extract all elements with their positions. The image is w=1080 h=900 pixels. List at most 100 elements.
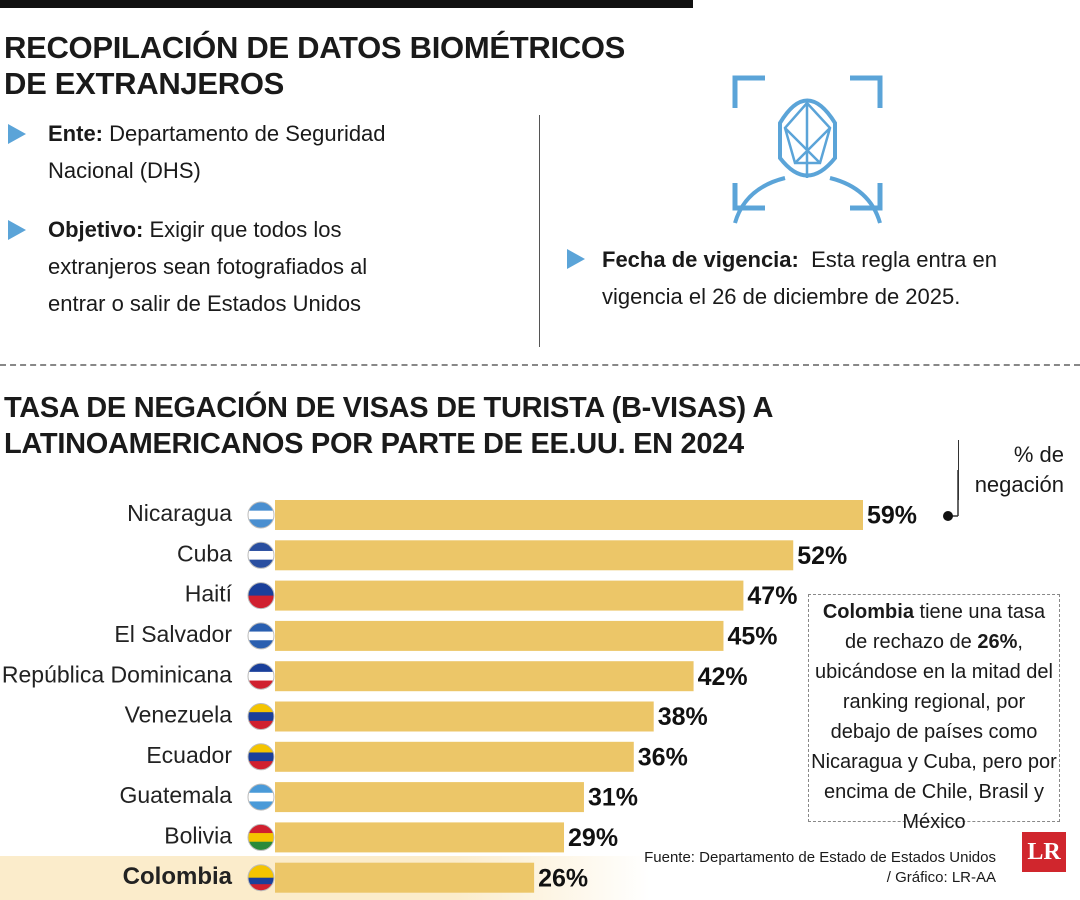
annotation-part: Colombia (822, 601, 914, 623)
flag-stripe (248, 864, 274, 872)
title-line: TASA DE NEGACIÓN DE VISAS DE TURISTA (B-… (4, 392, 774, 424)
value-label: 45% (727, 623, 777, 651)
bar (275, 580, 744, 611)
title-line: RECOPILACIÓN DE DATOS BIOMÉTRICOS (4, 30, 626, 65)
category-label: Ecuador (146, 742, 232, 768)
flag-stripe (248, 663, 274, 673)
flag-stripe (248, 824, 274, 834)
bar (275, 782, 584, 813)
value-label: 29% (568, 824, 618, 852)
title-line: LATINOAMERICANOS POR PARTE DE EE.UU. EN … (4, 428, 744, 460)
bullet-arrow (8, 124, 26, 144)
flag-stripe (248, 671, 274, 682)
flag-ring (247, 823, 275, 851)
bar (275, 862, 535, 893)
flag-ring (247, 864, 275, 892)
annotation: Colombia tiene una tasa de rechazo de 26… (808, 594, 1060, 833)
category-label: Colombia (123, 863, 233, 890)
bullet: Ente: Departamento de Seguridad Nacional… (48, 115, 418, 189)
bullet: Objetivo: Exigir que todos los extranjer… (48, 211, 393, 322)
flag-ring (247, 783, 275, 811)
annotation-part: tiene una tasa de rechazo de (845, 601, 1046, 653)
bullet-arrow (567, 249, 585, 269)
flag-ring (247, 662, 275, 690)
bullet-arrow (8, 220, 26, 240)
source-line: / Gráfico: LR-AA (886, 869, 996, 886)
bar (275, 540, 794, 571)
face-icon (732, 75, 883, 224)
flag-stripe (248, 792, 274, 802)
category-label: Guatemala (119, 782, 232, 808)
flag-stripe (248, 871, 274, 879)
flag-stripe (248, 542, 274, 552)
value-label: 47% (747, 582, 797, 610)
bar (275, 661, 694, 692)
bullet: Fecha de vigencia: Esta regla entra en v… (602, 241, 1032, 315)
bullet-label: Fecha de vigencia: (602, 247, 799, 272)
category-label: Bolivia (164, 822, 232, 848)
flag-stripe (248, 833, 274, 843)
flag-ring (247, 582, 275, 610)
divider (539, 115, 540, 347)
value-label: 52% (797, 542, 847, 570)
flag-stripe (248, 884, 274, 891)
category-label: Nicaragua (127, 500, 232, 526)
value-label: 59% (867, 502, 917, 530)
flag-stripe (248, 519, 274, 528)
bar (275, 741, 634, 772)
bar (275, 701, 654, 732)
bar (275, 500, 863, 530)
bullet-text: Esta regla entra en vigencia el 26 de di… (602, 247, 997, 309)
value-label: 38% (658, 703, 708, 731)
value-label: 26% (538, 864, 588, 892)
source: Fuente: Departamento de Estado de Estado… (600, 848, 996, 888)
flag-stripe (248, 510, 274, 520)
category-label: Venezuela (125, 702, 233, 728)
category-label: El Salvador (114, 621, 232, 647)
flag-stripe (248, 752, 274, 762)
category-label: Haití (185, 581, 233, 607)
unit-label: % de negación (958, 440, 1064, 500)
flag-stripe (248, 640, 274, 649)
header-title: RECOPILACIÓN DE DATOS BIOMÉTRICOS DE EXT… (4, 30, 625, 102)
flag-stripe (248, 703, 274, 713)
bar (275, 620, 724, 651)
title-line: DE EXTRANJEROS (4, 66, 285, 101)
bar (275, 822, 565, 853)
flag-stripe (248, 761, 274, 770)
flag-stripe (248, 877, 274, 885)
flag-stripe (248, 680, 274, 690)
annotation-part: , ubicándose en la mitad del ranking reg… (811, 631, 1057, 833)
category-label: Cuba (177, 540, 232, 566)
flag-ring (247, 501, 275, 529)
flag-stripe (248, 559, 274, 569)
flag-stripe (248, 720, 274, 730)
flag-stripe (248, 801, 274, 811)
flag-stripe (248, 582, 274, 597)
flag-stripe (248, 712, 274, 722)
flag-ring (247, 541, 275, 569)
value-label: 42% (698, 663, 748, 691)
flag-stripe (248, 784, 274, 794)
unit-dot (943, 511, 953, 521)
flag-ring (247, 703, 275, 730)
bullet-text: Departamento de Seguridad Nacional (DHS) (48, 121, 386, 183)
top-rule (0, 0, 693, 8)
logo: LR (1022, 832, 1066, 872)
flag-stripe (248, 841, 274, 851)
flag-stripe (248, 622, 274, 633)
flag-stripe (248, 502, 274, 512)
flag-stripe (248, 595, 274, 609)
flag-stripe (248, 631, 274, 641)
flag-ring (247, 622, 275, 650)
value-label: 31% (588, 784, 638, 812)
flag-ring (247, 743, 275, 771)
category-label: República Dominicana (2, 661, 232, 687)
bullet-label: Ente: (48, 121, 103, 146)
source-line: Fuente: Departamento de Estado de Estado… (644, 849, 996, 866)
chart-title: TASA DE NEGACIÓN DE VISAS DE TURISTA (B-… (4, 390, 773, 462)
flag-stripe (248, 550, 274, 561)
annotation-part: 26% (977, 631, 1018, 653)
